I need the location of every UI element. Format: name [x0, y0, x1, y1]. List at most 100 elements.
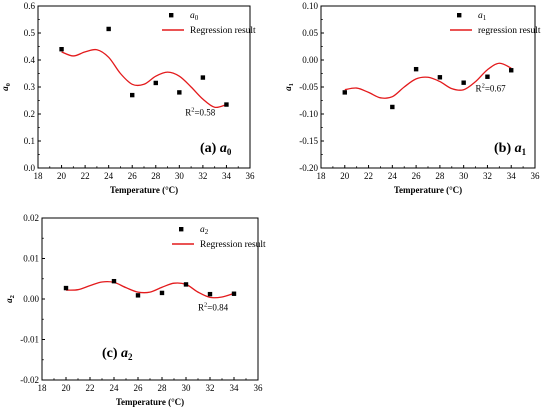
y-tick-label: 0.00 [302, 55, 318, 65]
x-tick-label: 22 [86, 383, 95, 393]
y-tick-label: -0.01 [20, 335, 39, 345]
x-tick-label: 34 [230, 383, 240, 393]
legend-label-line: Regression result [190, 26, 256, 36]
r-squared-annotation: R2=0.67 [476, 82, 507, 93]
x-tick-label: 28 [435, 171, 445, 181]
data-point [200, 75, 206, 80]
chart-panel-2: 18 20 22 24 26 28 30 32 34 36 -0.20 -0.15 -0.10 -0.05… [283, 1, 541, 195]
r-squared-annotation: R2=0.58 [185, 106, 216, 117]
y-tick-label: 0.05 [302, 28, 318, 38]
y-tick-label: 0.00 [23, 294, 39, 304]
data-point [437, 75, 443, 80]
x-tick-label: 20 [340, 171, 350, 181]
x-tick-label: 26 [134, 383, 144, 393]
y-tick-label: 0.01 [23, 254, 39, 264]
y-axis-label: a0 [0, 83, 12, 91]
legend: a2 Regression result [172, 225, 266, 250]
panel-label: (b) a1 [494, 141, 527, 157]
x-tick-label: 20 [57, 171, 67, 181]
data-point [130, 92, 135, 98]
x-tick-label: 34 [222, 171, 232, 181]
r-squared-annotation: R2=0.84 [198, 301, 229, 312]
panel-label: (a) a0 [200, 141, 232, 157]
chart-panel-3: 18 20 22 24 26 28 30 32 34 36 -0.02 -0.01 0.00 0.01 0.… [4, 213, 266, 407]
y-tick-label: 0.10 [302, 1, 318, 11]
x-tick-label: 18 [34, 171, 44, 181]
x-axis-label: Temperature (°C) [116, 397, 184, 407]
data-point [159, 290, 165, 296]
legend-marker-points [179, 227, 184, 232]
y-tick-label: 0.3 [24, 82, 36, 92]
data-point [413, 66, 419, 72]
data-point [207, 291, 213, 297]
x-tick-label: 20 [62, 383, 72, 393]
x-tick-label: 32 [206, 383, 215, 393]
data-point [461, 80, 466, 85]
data-point [509, 68, 514, 73]
legend-label-points: a0 [190, 11, 199, 22]
x-tick-label: 32 [198, 171, 207, 181]
x-tick-label: 30 [459, 171, 469, 181]
x-tick-label: 28 [151, 171, 161, 181]
y-tick-label: 0.0 [24, 163, 36, 173]
data-point [231, 291, 237, 296]
x-tick-label: 26 [128, 171, 138, 181]
x-tick-label: 18 [317, 171, 327, 181]
regression-curve [61, 48, 227, 109]
x-tick-label: 36 [531, 171, 541, 181]
y-tick-label: -0.02 [20, 375, 39, 385]
legend-label-line: Regression result [200, 240, 266, 250]
data-point [177, 90, 182, 95]
data-point [106, 26, 111, 32]
x-tick-label: 28 [158, 383, 168, 393]
x-tick-label: 30 [182, 383, 192, 393]
y-axis-label: a1 [283, 83, 295, 91]
regression-curve [65, 280, 235, 299]
y-tick-label: 0.02 [23, 213, 39, 223]
data-point [63, 285, 69, 291]
x-tick-label: 24 [110, 383, 120, 393]
data-point [111, 278, 117, 284]
x-tick-label: 32 [483, 171, 492, 181]
x-tick-label: 36 [254, 383, 264, 393]
panel-label: (c) a2 [102, 346, 133, 362]
regression-curve [344, 62, 512, 99]
y-tick-label: -0.15 [299, 136, 318, 146]
x-tick-label: 18 [38, 383, 48, 393]
legend: a1 regression result [450, 11, 541, 36]
x-tick-label: 36 [246, 171, 256, 181]
data-point [135, 293, 141, 298]
data-point [342, 90, 347, 95]
y-tick-label: -0.10 [299, 109, 318, 119]
data-point [485, 74, 490, 79]
chart-panel-1: 18 20 22 24 26 28 30 32 34 36 0.0 0.1 0.2 0.3 0.4 0.5 0.… [0, 1, 256, 195]
legend-marker-points [169, 13, 174, 18]
legend-marker-points [457, 13, 462, 18]
x-tick-label: 34 [507, 171, 517, 181]
data-point [153, 80, 158, 86]
data-point [224, 102, 229, 107]
x-tick-label: 24 [388, 171, 398, 181]
data-point [59, 47, 64, 52]
y-tick-label: 0.5 [24, 28, 36, 38]
legend-label-points: a2 [200, 225, 209, 236]
x-tick-label: 22 [81, 171, 90, 181]
y-tick-label: 0.4 [24, 55, 36, 65]
x-tick-label: 22 [364, 171, 373, 181]
x-tick-label: 30 [175, 171, 185, 181]
y-tick-label: -0.05 [299, 82, 318, 92]
x-tick-label: 24 [104, 171, 114, 181]
x-axis-label: Temperature (°C) [110, 185, 178, 195]
y-axis-label: a2 [4, 295, 16, 303]
data-point [390, 104, 395, 110]
legend-label-points: a1 [478, 11, 487, 22]
x-tick-label: 26 [412, 171, 422, 181]
y-tick-label: -0.20 [299, 163, 318, 173]
legend-label-line: regression result [478, 26, 541, 36]
data-point [183, 282, 189, 287]
y-tick-label: 0.1 [24, 136, 35, 146]
y-tick-label: 0.2 [24, 109, 35, 119]
y-tick-label: 0.6 [24, 1, 36, 11]
x-axis-label: Temperature (°C) [394, 185, 462, 195]
